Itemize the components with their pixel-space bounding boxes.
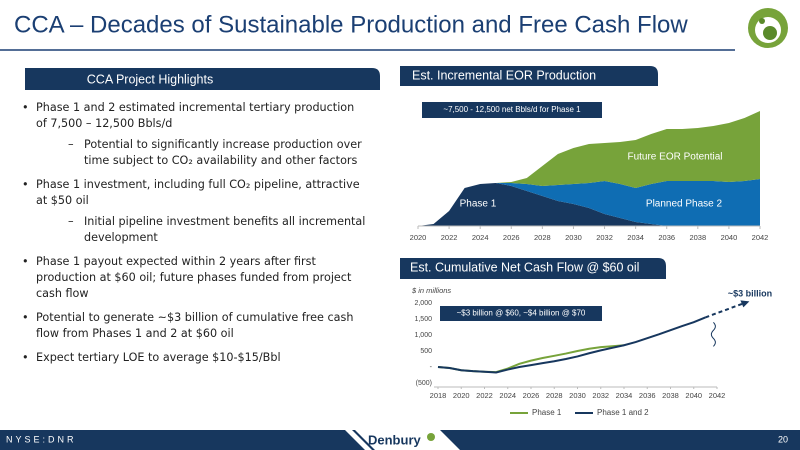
chart1-tab xyxy=(400,66,658,86)
y-tick-label: 1,000 xyxy=(414,332,432,339)
y-tick-label: 1,500 xyxy=(414,316,432,323)
annotation-box xyxy=(422,102,602,118)
logo xyxy=(748,8,788,48)
squiggle xyxy=(710,322,716,347)
end-label: ~$3 billion xyxy=(728,288,772,298)
x-tick-label: 2028 xyxy=(546,391,563,400)
x-tick-label: 2026 xyxy=(523,391,540,400)
footer-stripe xyxy=(345,430,372,450)
x-tick-label: 2034 xyxy=(616,391,633,400)
x-tick-label: 2042 xyxy=(709,391,726,400)
x-tick-label: 2024 xyxy=(472,233,489,242)
bullet: Expect tertiary LOE to average $10-$15/B… xyxy=(22,350,367,366)
line xyxy=(437,316,706,374)
x-tick-label: 2040 xyxy=(721,233,738,242)
x-tick-label: 2018 xyxy=(430,391,447,400)
x-tick-label: 2036 xyxy=(639,391,656,400)
x-tick-label: 2028 xyxy=(534,233,551,242)
x-tick-label: 2036 xyxy=(658,233,675,242)
series-label: Future EOR Potential xyxy=(627,152,722,163)
chart-title: Est. Incremental EOR Production xyxy=(412,68,596,82)
brand-drop xyxy=(427,433,435,441)
legend-label: Phase 1 xyxy=(532,408,562,417)
bullet: Initial pipeline investment benefits all… xyxy=(22,214,367,246)
x-tick-label: 2032 xyxy=(596,233,613,242)
y-axis-label: $ in millions xyxy=(411,286,451,295)
annotation: ~$3 billion @ $60, ~$4 billion @ $70 xyxy=(457,309,586,318)
line xyxy=(437,344,625,374)
bullet: Potential to generate ~$3 billion of cum… xyxy=(22,310,367,342)
page-number: 20 xyxy=(778,434,788,444)
bullet: Phase 1 and 2 estimated incremental tert… xyxy=(22,100,367,132)
annotation: ~7,500 - 12,500 net Bbls/d for Phase 1 xyxy=(443,105,581,114)
series-label: Phase 1 xyxy=(460,199,497,210)
chart2-tab xyxy=(400,258,666,279)
footer-brand: Denbury xyxy=(368,432,422,447)
x-tick-label: 2020 xyxy=(453,391,470,400)
slide-title: CCA – Decades of Sustainable Production … xyxy=(14,11,688,38)
x-tick-label: 2034 xyxy=(627,233,644,242)
y-tick-label: 2,000 xyxy=(414,300,432,307)
footer-ticker: NYSE:DNR xyxy=(6,434,77,444)
x-tick-label: 2038 xyxy=(662,391,679,400)
y-tick-label: - xyxy=(430,364,433,371)
series-label: Planned Phase 2 xyxy=(646,199,723,210)
chart-title: Est. Cumulative Net Cash Flow @ $60 oil xyxy=(410,260,639,274)
x-tick-label: 2024 xyxy=(499,391,516,400)
x-tick-label: 2026 xyxy=(503,233,520,242)
x-tick-label: 2030 xyxy=(569,391,586,400)
x-tick-label: 2040 xyxy=(685,391,702,400)
area xyxy=(418,183,760,226)
area xyxy=(418,179,760,226)
x-tick-label: 2042 xyxy=(752,233,769,242)
y-tick-label: (500) xyxy=(416,380,432,387)
bullet: Phase 1 investment, including full CO₂ p… xyxy=(22,177,367,209)
x-tick-label: 2020 xyxy=(410,233,427,242)
legend-label: Phase 1 and 2 xyxy=(597,408,649,417)
highlights-heading: CCA Project Highlights xyxy=(87,72,213,86)
x-tick-label: 2038 xyxy=(689,233,706,242)
arrow-head xyxy=(740,300,750,308)
area xyxy=(418,111,760,226)
annotation-box xyxy=(440,306,602,321)
x-tick-label: 2022 xyxy=(476,391,493,400)
bullet: Phase 1 payout expected within 2 years a… xyxy=(22,254,367,302)
x-tick-label: 2022 xyxy=(441,233,458,242)
highlights-list: Phase 1 and 2 estimated incremental tert… xyxy=(22,100,367,374)
y-tick-label: 500 xyxy=(420,348,432,355)
x-tick-label: 2032 xyxy=(592,391,609,400)
bullet: Potential to significantly increase prod… xyxy=(22,137,367,169)
highlights-tab xyxy=(25,68,380,90)
x-tick-label: 2030 xyxy=(565,233,582,242)
dashed-arrow xyxy=(705,302,744,319)
